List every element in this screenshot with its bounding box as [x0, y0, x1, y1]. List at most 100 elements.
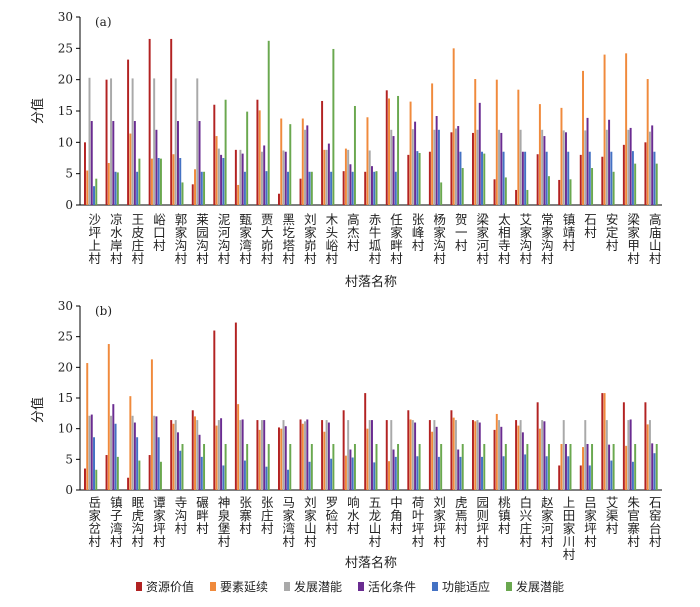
category-label-char: 焉: [455, 508, 468, 523]
bar-1: [172, 154, 175, 205]
bar-0: [191, 410, 194, 490]
category-label-char: 庄: [520, 521, 533, 536]
bar-4: [437, 129, 440, 205]
bar-1: [517, 425, 520, 490]
x-axis-label: 村落名称: [345, 274, 397, 290]
category-label-char: 靖: [563, 225, 576, 240]
category-label-char: 大: [261, 225, 274, 240]
bar-0: [170, 420, 173, 490]
bar-0: [450, 410, 453, 490]
bar-3: [241, 419, 244, 490]
bar-1: [366, 428, 369, 490]
category-label-char: 刘: [304, 495, 317, 510]
bar-3: [565, 444, 567, 490]
category-label-char: 凉: [110, 212, 123, 227]
bar-1: [431, 83, 434, 205]
bar-3: [220, 418, 223, 490]
bar-5: [246, 111, 249, 205]
bar-2: [562, 420, 565, 490]
bar-3: [349, 164, 352, 205]
bar-1: [172, 423, 175, 490]
y-tick-label: 15: [58, 104, 73, 118]
category-label-char: 梁: [477, 212, 490, 227]
bar-2: [110, 78, 113, 205]
category-label-char: 村: [369, 251, 382, 266]
category-label-char: 田: [563, 508, 576, 523]
bar-1: [258, 429, 261, 490]
category-label-char: 村: [304, 534, 317, 549]
bar-2: [498, 420, 501, 490]
bar-3: [284, 426, 287, 490]
bar-2: [260, 151, 263, 205]
bar-4: [287, 469, 289, 490]
category-label-char: 坬: [369, 238, 382, 253]
category-label-char: 村: [649, 251, 662, 266]
category-label-char: 村: [606, 521, 619, 536]
category-label-char: 河: [541, 521, 554, 536]
bar-0: [472, 420, 474, 490]
bar-5: [353, 105, 356, 205]
category-label-char: 任: [390, 212, 403, 227]
bar-0: [428, 420, 431, 490]
category-label-char: 堡: [218, 521, 231, 536]
bar-2: [153, 415, 156, 490]
category-label-char: 园: [196, 225, 209, 240]
bar-2: [390, 420, 393, 490]
bar-2: [433, 129, 436, 205]
legend-item: 发展潜能: [283, 578, 342, 595]
bar-3: [521, 151, 524, 205]
category-label-char: 虎: [455, 495, 468, 510]
bar-0: [127, 477, 130, 490]
bar-5: [375, 444, 378, 490]
bar-3: [608, 444, 611, 490]
category-label-char: 庙: [649, 225, 662, 240]
y-tick-label: 20: [58, 73, 73, 87]
category-label-char: 杰: [347, 225, 360, 240]
category-label-char: 梁: [627, 212, 640, 227]
bar-2: [196, 420, 199, 490]
bar-1: [215, 425, 218, 490]
bar-2: [411, 129, 414, 205]
category-label-char: 村: [110, 251, 123, 266]
bar-4: [93, 186, 95, 205]
bar-1: [388, 98, 390, 205]
bar-1: [388, 461, 390, 490]
category-label-char: 家: [283, 508, 296, 523]
bar-0: [558, 179, 561, 205]
bar-0: [278, 193, 280, 205]
bar-2: [454, 128, 457, 205]
category-label-char: 谭: [153, 495, 166, 510]
bar-3: [306, 419, 309, 490]
category-label-char: 家: [89, 508, 102, 523]
bar-1: [237, 184, 240, 205]
bar-5: [246, 444, 249, 490]
bar-5: [267, 444, 270, 490]
bar-0: [321, 100, 324, 205]
bar-2: [368, 420, 371, 490]
bar-3: [651, 125, 654, 205]
category-label-char: 村: [563, 238, 576, 253]
category-label-char: 沟: [433, 238, 446, 253]
category-label-char: 川: [563, 534, 576, 549]
bar-5: [310, 444, 313, 490]
bar-0: [428, 151, 431, 205]
category-label-char: 坪: [412, 521, 425, 536]
category-label-char: 村: [563, 547, 576, 562]
bar-3: [414, 422, 417, 490]
category-label-char: 沟: [175, 508, 188, 523]
bar-3: [241, 153, 244, 205]
bar-5: [159, 158, 162, 205]
category-label-char: 塔: [283, 238, 296, 253]
category-label-char: 村: [283, 251, 296, 266]
bar-2: [411, 420, 414, 490]
category-label-char: 村: [498, 521, 511, 536]
category-label-char: 窑: [649, 508, 662, 523]
category-label-char: 一: [455, 225, 468, 240]
category-label-char: 峪: [153, 212, 166, 227]
category-label-char: 马: [283, 495, 296, 510]
bar-1: [150, 359, 153, 490]
category-label-char: 村: [584, 534, 597, 549]
bar-4: [330, 171, 333, 205]
y-tick-label: 5: [65, 167, 73, 181]
bar-1: [560, 444, 563, 490]
